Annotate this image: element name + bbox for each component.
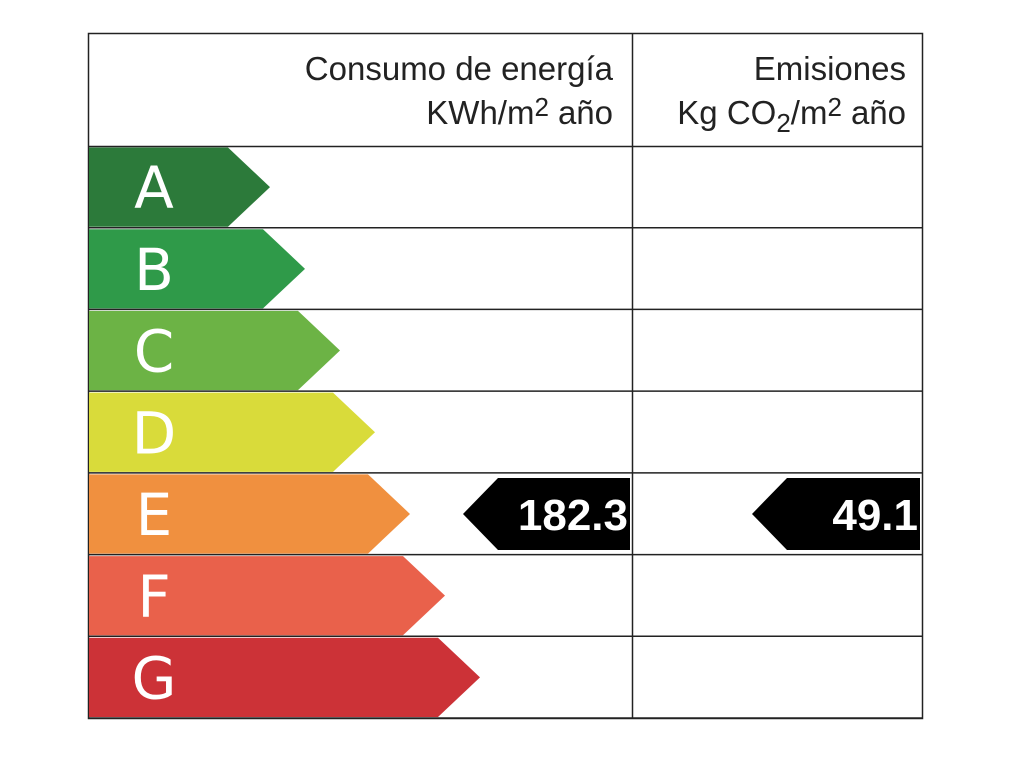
unit-sup: 2 <box>534 92 548 122</box>
rating-letter: A <box>134 154 174 222</box>
unit-sup: 2 <box>827 92 841 122</box>
unit-part: Kg CO <box>677 94 776 131</box>
value-marker <box>752 477 920 550</box>
rating-letter: B <box>134 236 174 304</box>
emissions-unit: Kg CO2/m2 año <box>677 92 906 138</box>
unit-part: año <box>851 94 906 131</box>
rating-letter: G <box>132 644 177 712</box>
rating-arrow <box>89 474 410 554</box>
value-label: 49.1 <box>832 491 918 540</box>
rating-letter: D <box>132 399 177 467</box>
rating-letter: E <box>136 481 173 549</box>
unit-part: KWh/m <box>426 94 534 131</box>
unit-part: año <box>558 94 613 131</box>
rating-letter: C <box>134 318 175 386</box>
rating-letter: F <box>137 563 170 631</box>
energy-title: Consumo de energía <box>305 50 614 87</box>
energy-unit: KWh/m2 año <box>426 92 613 131</box>
rating-arrow <box>89 392 375 472</box>
rating-arrow <box>89 556 445 636</box>
rating-arrow <box>89 147 270 227</box>
value-marker <box>463 477 630 550</box>
rating-arrow <box>89 637 480 717</box>
rating-arrow <box>89 310 340 391</box>
unit-part: /m <box>791 94 828 131</box>
unit-sub: 2 <box>776 108 790 138</box>
value-label: 182.3 <box>518 491 628 540</box>
rating-arrow <box>89 229 305 309</box>
emissions-title: Emisiones <box>754 50 906 87</box>
